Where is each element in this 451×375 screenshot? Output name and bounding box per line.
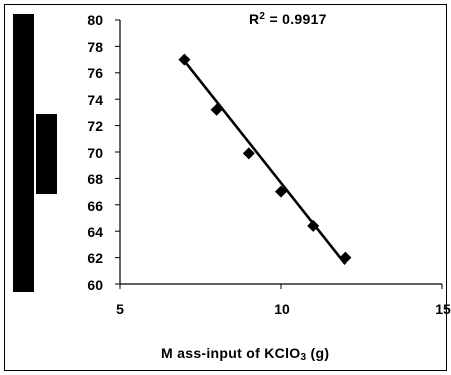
y-tick-label: 70 xyxy=(87,145,103,161)
r-squared-annotation: R2 = 0.9917 xyxy=(249,11,327,27)
trendline xyxy=(183,60,347,266)
r-squared-superscript: 2 xyxy=(259,11,266,22)
left-black-bar xyxy=(13,14,34,292)
x-tick-label: 10 xyxy=(274,301,290,317)
data-point xyxy=(275,185,287,198)
r-squared-prefix: R xyxy=(249,11,260,27)
chart-frame xyxy=(4,4,447,371)
r-squared-value: = 0.9917 xyxy=(265,11,327,27)
y-tick-label: 80 xyxy=(87,12,103,28)
data-point xyxy=(178,53,191,66)
data-point xyxy=(339,251,352,264)
y-tick-label: 64 xyxy=(87,224,103,240)
data-point xyxy=(307,219,320,232)
y-tick-label: 76 xyxy=(87,65,103,81)
x-tick-label: 15 xyxy=(435,301,451,317)
x-axis-title-main: M ass-input of KClO xyxy=(161,345,301,361)
y-tick-label: 78 xyxy=(87,39,103,55)
data-point xyxy=(242,147,255,160)
y-tick-label: 62 xyxy=(87,250,103,266)
y-tick-label: 66 xyxy=(87,198,103,214)
x-tick-label: 5 xyxy=(116,301,124,317)
x-axis-title: M ass-input of KClO3 (g) xyxy=(161,345,330,363)
y-tick-label: 68 xyxy=(87,171,103,187)
x-axis-title-tail: (g) xyxy=(306,345,330,361)
y-tick-label: 72 xyxy=(87,118,103,134)
x-axis-title-subscript: 3 xyxy=(300,352,307,363)
y-tick-label: 60 xyxy=(87,277,103,293)
y-tick-label: 74 xyxy=(87,92,103,108)
left-black-tab xyxy=(36,114,57,194)
data-point xyxy=(210,103,223,116)
